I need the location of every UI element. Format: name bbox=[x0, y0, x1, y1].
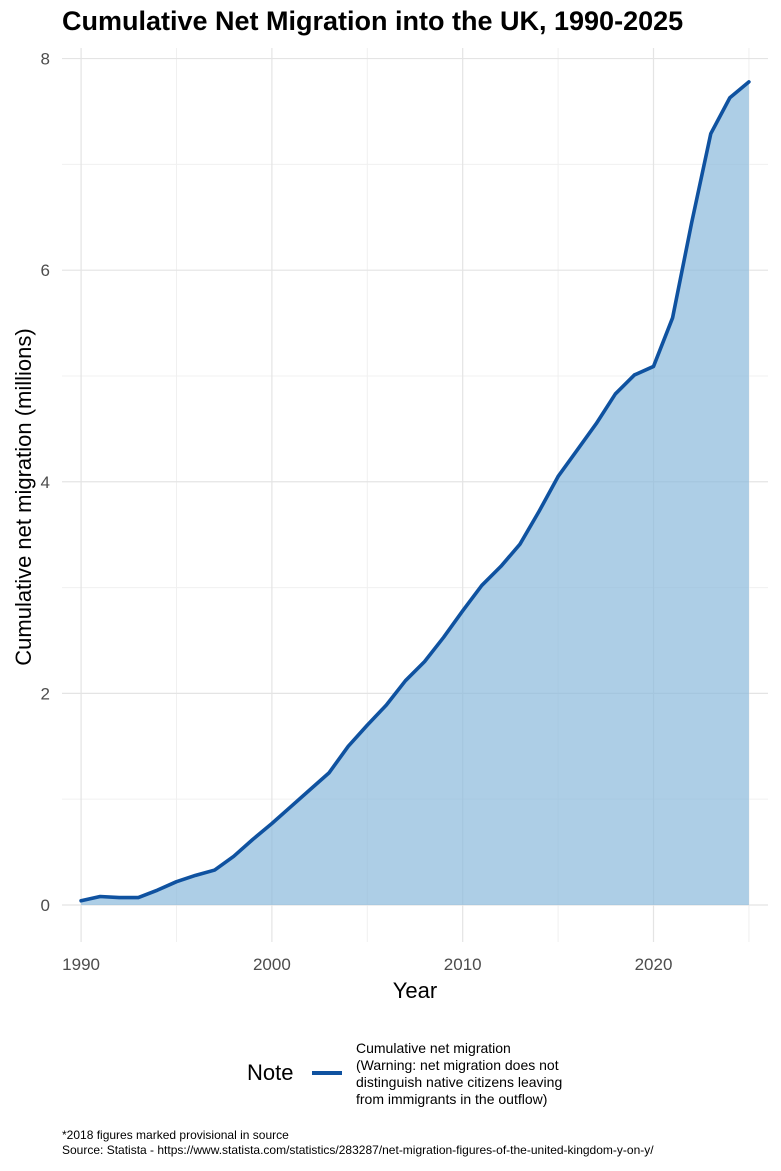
y-tick-labels: 0 2 4 6 8 bbox=[41, 50, 50, 915]
x-tick-label: 2000 bbox=[253, 955, 291, 974]
legend: Note Cumulative net migration (Warning: … bbox=[247, 1040, 667, 1110]
legend-label: Cumulative net migration (Warning: net m… bbox=[356, 1040, 563, 1107]
chart-title: Cumulative Net Migration into the UK, 19… bbox=[62, 6, 684, 36]
y-tick-label: 0 bbox=[41, 896, 50, 915]
series-line bbox=[79, 80, 751, 903]
legend-line-key bbox=[312, 1071, 342, 1075]
footnote: *2018 figures marked provisional in sour… bbox=[62, 1128, 654, 1158]
y-axis-title: Cumulative net migration (millions) bbox=[11, 328, 36, 665]
y-tick-label: 8 bbox=[41, 50, 50, 69]
footnote-source: Source: Statista - https://www.statista.… bbox=[62, 1143, 654, 1157]
area-fill bbox=[81, 81, 749, 905]
legend-title: Note bbox=[247, 1060, 294, 1085]
y-tick-label: 4 bbox=[41, 473, 50, 492]
x-axis-title: Year bbox=[393, 978, 437, 1003]
x-tick-label: 1990 bbox=[62, 955, 100, 974]
series-line-layer bbox=[79, 80, 751, 903]
y-tick-label: 6 bbox=[41, 261, 50, 280]
area-fill-layer bbox=[81, 81, 749, 905]
y-tick-label: 2 bbox=[41, 684, 50, 703]
footnote-provisional: *2018 figures marked provisional in sour… bbox=[62, 1128, 289, 1142]
x-tick-label: 2020 bbox=[635, 955, 673, 974]
x-tick-label: 2010 bbox=[444, 955, 482, 974]
x-tick-labels: 1990 2000 2010 2020 bbox=[62, 955, 672, 974]
